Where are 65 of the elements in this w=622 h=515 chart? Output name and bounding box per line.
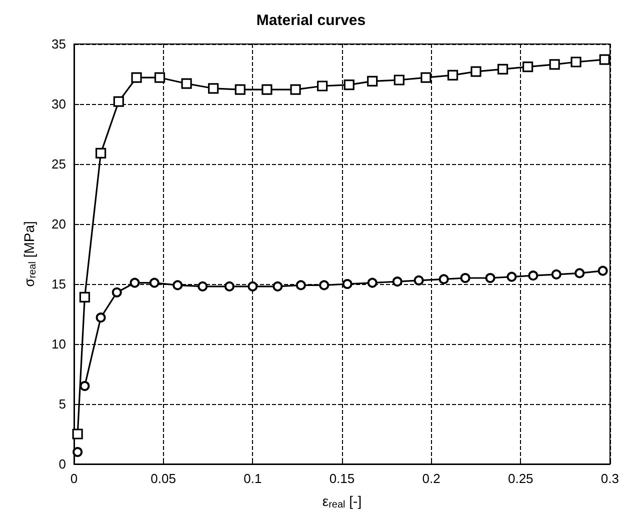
point <box>72 447 83 457</box>
x-tick-label: 0.05 <box>150 471 176 486</box>
point <box>172 280 183 290</box>
point <box>208 83 219 94</box>
point <box>149 278 160 288</box>
point <box>420 72 432 83</box>
point <box>262 84 272 95</box>
point <box>570 56 582 68</box>
point <box>317 80 328 92</box>
point <box>79 292 90 302</box>
point <box>460 273 470 283</box>
point <box>296 280 306 290</box>
y-tick-label: 20 <box>52 216 66 232</box>
point <box>181 78 192 89</box>
y-tick-label: 5 <box>58 396 66 412</box>
point <box>112 287 122 298</box>
point <box>599 54 610 65</box>
point <box>234 84 246 95</box>
point <box>344 80 354 90</box>
y-tick-label: 10 <box>52 336 66 352</box>
point <box>447 70 458 80</box>
point <box>96 312 106 323</box>
x-tick-label: 0.2 <box>422 471 440 486</box>
y-tick-label: 0 <box>58 456 66 472</box>
point <box>198 281 208 292</box>
point <box>367 278 378 288</box>
point <box>72 428 83 440</box>
point <box>438 274 449 284</box>
point <box>113 96 124 107</box>
point <box>528 270 538 281</box>
point <box>551 269 562 280</box>
point <box>272 281 283 292</box>
point <box>392 276 402 287</box>
y-tick-label: 30 <box>52 96 66 112</box>
y-tick-label: 25 <box>52 156 66 172</box>
y-axis-title: σreal [MPa] <box>21 221 38 287</box>
point <box>224 281 234 292</box>
point <box>154 72 166 83</box>
point <box>80 381 90 391</box>
x-tick-label: 0.25 <box>508 471 534 486</box>
point <box>367 76 378 86</box>
point <box>414 275 424 286</box>
point <box>574 268 585 278</box>
point <box>549 59 560 70</box>
point <box>96 148 106 158</box>
x-tick-label: 0.3 <box>600 471 620 486</box>
x-tick-label: 0.1 <box>244 471 262 486</box>
point <box>598 266 608 276</box>
x-tick-label: 0.15 <box>329 471 355 486</box>
point <box>131 72 142 83</box>
chart-title: Material curves <box>256 12 366 29</box>
point <box>497 64 508 74</box>
point <box>522 62 534 72</box>
point <box>485 273 496 283</box>
point <box>394 74 404 86</box>
point <box>130 278 140 288</box>
y-tick-label: 35 <box>52 36 66 52</box>
x-tick-label: 0 <box>70 471 78 486</box>
y-tick-label: 15 <box>52 276 66 292</box>
point <box>290 84 301 95</box>
point <box>470 66 482 77</box>
point <box>342 279 352 289</box>
point <box>248 281 258 292</box>
point <box>319 280 330 290</box>
point <box>506 272 517 282</box>
